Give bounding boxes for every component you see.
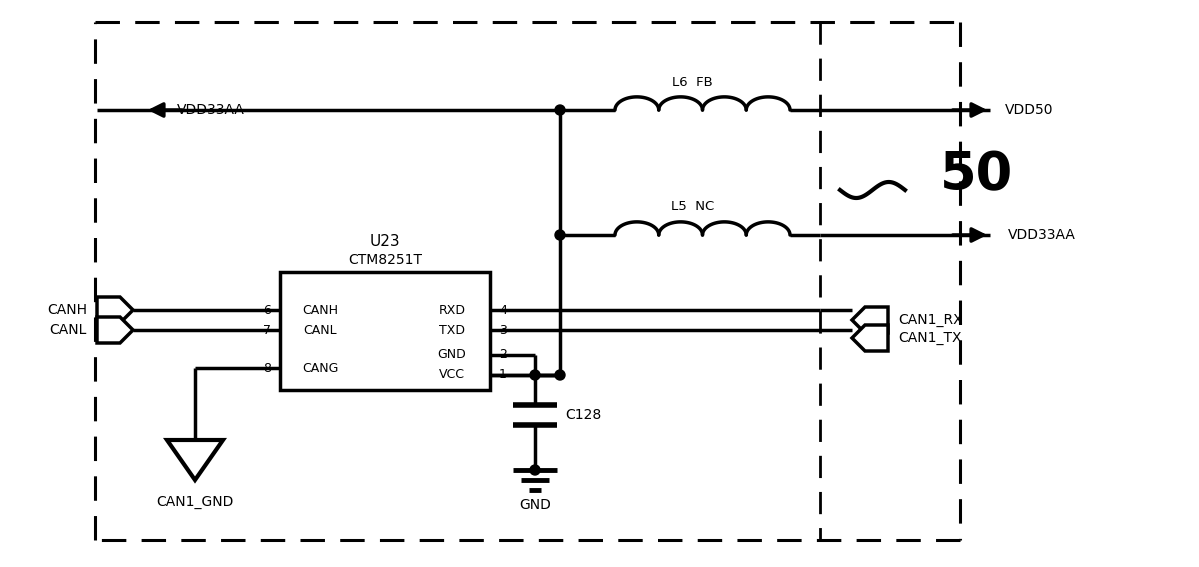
Text: 1: 1 (499, 369, 507, 382)
Text: 4: 4 (499, 303, 507, 316)
Text: 6: 6 (263, 303, 271, 316)
Text: CANH: CANH (302, 303, 338, 316)
Polygon shape (852, 307, 888, 333)
Text: CAN1_TX: CAN1_TX (898, 331, 962, 345)
Text: GND: GND (438, 349, 466, 362)
Text: U23: U23 (369, 235, 400, 249)
Text: 8: 8 (263, 362, 271, 374)
Polygon shape (97, 297, 133, 323)
Text: CANH: CANH (47, 303, 88, 317)
Circle shape (530, 465, 540, 475)
Text: 50: 50 (940, 149, 1013, 201)
Polygon shape (167, 440, 223, 480)
Circle shape (555, 105, 565, 115)
Circle shape (555, 230, 565, 240)
Polygon shape (97, 317, 133, 343)
Text: C128: C128 (565, 408, 601, 422)
Text: 2: 2 (499, 349, 507, 362)
Text: VDD50: VDD50 (1005, 103, 1054, 117)
Bar (281, 272, 490, 390)
Text: GND: GND (519, 498, 550, 512)
Text: CANL: CANL (303, 324, 337, 336)
Text: 3: 3 (499, 324, 507, 336)
Text: VCC: VCC (439, 369, 465, 382)
Text: L5  NC: L5 NC (671, 201, 715, 214)
Circle shape (555, 370, 565, 380)
Text: VDD33AA: VDD33AA (1008, 228, 1076, 242)
Text: CANL: CANL (49, 323, 88, 337)
Text: VDD33AA: VDD33AA (177, 103, 245, 117)
Text: CAN1_GND: CAN1_GND (156, 495, 234, 509)
Text: 7: 7 (263, 324, 271, 336)
Text: RXD: RXD (439, 303, 465, 316)
Polygon shape (852, 325, 888, 351)
Text: CAN1_RX: CAN1_RX (898, 313, 963, 327)
Text: CANG: CANG (302, 362, 338, 374)
Circle shape (530, 370, 540, 380)
Text: CTM8251T: CTM8251T (348, 253, 422, 267)
Text: L6  FB: L6 FB (673, 75, 713, 88)
Text: TXD: TXD (439, 324, 465, 336)
